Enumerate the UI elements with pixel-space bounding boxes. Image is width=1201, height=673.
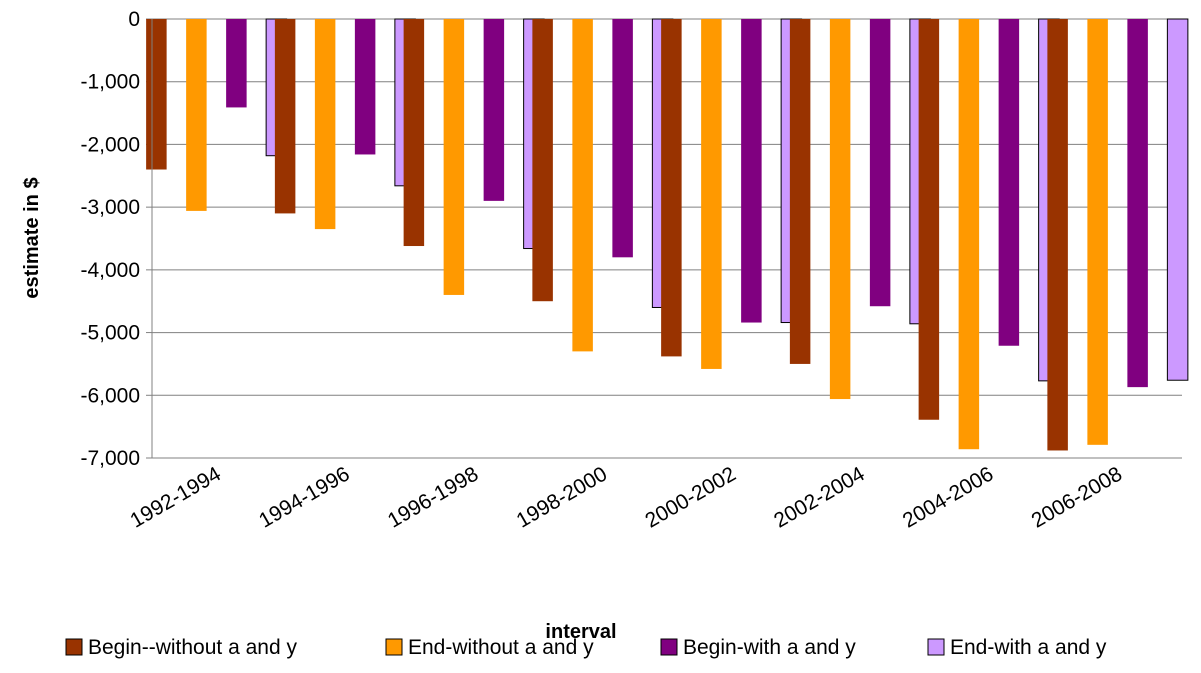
x-tick-label: 1992-1994 bbox=[126, 462, 225, 532]
y-tick-labels: 0 -1,000 -2,000 -3,000 -4,000 -5,000 -6,000 -7,… bbox=[80, 8, 140, 470]
y-axis-title: estimate in $ bbox=[21, 177, 43, 298]
bars bbox=[146, 18, 1189, 451]
bar bbox=[869, 19, 891, 307]
bar bbox=[1127, 19, 1148, 388]
x-axis-title: interval bbox=[545, 621, 616, 643]
bar bbox=[146, 19, 167, 170]
bar bbox=[1087, 19, 1108, 445]
bar bbox=[918, 19, 940, 420]
y-tick-label: -7,000 bbox=[80, 447, 140, 470]
x-tick-label: 2000-2002 bbox=[641, 462, 739, 532]
x-tick-label: 2004-2006 bbox=[899, 462, 997, 532]
bar bbox=[186, 19, 207, 211]
bar bbox=[226, 19, 247, 108]
y-tick-label: -4,000 bbox=[80, 259, 140, 282]
bar bbox=[403, 19, 425, 247]
legend: Begin--without a and y End-without a and … bbox=[65, 636, 1107, 659]
bar bbox=[701, 19, 722, 369]
legend-label: Begin-with a and y bbox=[683, 636, 856, 659]
bar bbox=[612, 19, 633, 258]
bar bbox=[789, 19, 811, 364]
legend-label: End-with a and y bbox=[950, 636, 1107, 659]
y-tick-label: -3,000 bbox=[80, 196, 140, 219]
y-tick-label: -5,000 bbox=[80, 322, 140, 345]
bar bbox=[274, 19, 296, 214]
legend-swatch bbox=[660, 638, 678, 656]
bar bbox=[998, 19, 1020, 346]
bar bbox=[443, 19, 465, 295]
legend-swatch bbox=[385, 638, 403, 656]
bar bbox=[354, 19, 376, 155]
bar bbox=[532, 19, 553, 302]
bar bbox=[483, 19, 505, 201]
bar bbox=[661, 19, 682, 357]
x-tick-label: 2002-2004 bbox=[770, 462, 869, 532]
bar bbox=[829, 19, 851, 400]
legend-swatch bbox=[927, 638, 945, 656]
x-tick-label: 1998-2000 bbox=[513, 462, 611, 532]
bar bbox=[741, 19, 762, 323]
x-tick-labels: 1992-1994 1994-1996 1996-1998 1998-2000 2000… bbox=[126, 462, 1126, 532]
x-tick-label: 1996-1998 bbox=[384, 462, 482, 532]
bar bbox=[1047, 19, 1068, 451]
legend-label: End-without a and y bbox=[408, 636, 594, 659]
legend-swatch bbox=[65, 638, 83, 656]
legend-label: Begin--without a and y bbox=[88, 636, 297, 659]
y-tick-label: -1,000 bbox=[80, 71, 140, 94]
y-tick-label: 0 bbox=[128, 8, 140, 31]
bar bbox=[958, 19, 980, 450]
x-tick-label: 1994-1996 bbox=[255, 462, 353, 532]
bar bbox=[1166, 18, 1189, 381]
x-tick-label: 2006-2008 bbox=[1028, 462, 1126, 532]
bar bbox=[314, 19, 336, 230]
y-tick-label: -2,000 bbox=[80, 133, 140, 156]
bar bbox=[572, 19, 593, 352]
y-tick-label: -6,000 bbox=[80, 384, 140, 407]
